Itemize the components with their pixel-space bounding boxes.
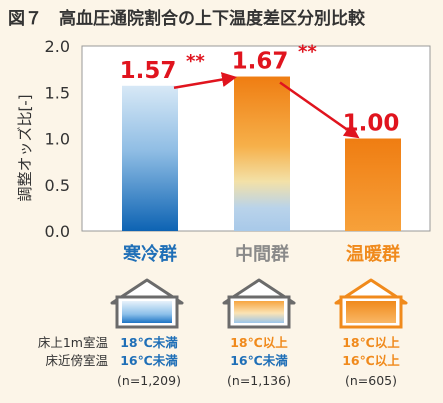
figure-title: 図７ 高血圧通院割合の上下温度差区分別比較 (8, 8, 366, 29)
house-icon (110, 278, 184, 329)
condition-floor-temp: 16℃未満 (230, 353, 288, 368)
group-conditions: 18℃未満 16℃未満 (n=1,209) 18℃以上 16℃未満 (n=1,136) 18… (117, 335, 400, 388)
value-label: 1.57 (120, 58, 177, 84)
trend-arrow (279, 81, 360, 139)
y-axis-label: 調整オッズ比[-] (16, 94, 34, 201)
bar (345, 138, 401, 231)
y-tick-label: 1.5 (45, 83, 70, 102)
bar (122, 85, 178, 232)
condition-1m-temp: 18℃以上 (342, 335, 400, 350)
bar-series (122, 76, 401, 232)
category-labels: 寒冷群 中間群 温暖群 (122, 243, 400, 265)
category-label: 寒冷群 (122, 243, 177, 265)
house-icon (334, 278, 408, 329)
category-label: 中間群 (235, 243, 289, 265)
trend-arrow (173, 72, 237, 90)
trend-arrows (173, 72, 360, 139)
significance-mark: ** (298, 42, 317, 63)
value-label: 1.00 (343, 111, 400, 137)
row-label-1m-temp: 床上1m室温 (38, 335, 109, 350)
sample-size: (n=605) (345, 373, 397, 388)
significance-mark: ** (186, 51, 205, 72)
y-tick-labels: 0.0 0.5 1.0 1.5 2.0 (45, 37, 70, 241)
house-icon (222, 278, 296, 329)
bar (234, 76, 290, 232)
condition-floor-temp: 16℃未満 (120, 353, 178, 368)
sample-size: (n=1,136) (227, 373, 291, 388)
condition-1m-temp: 18℃未満 (120, 335, 178, 350)
category-label: 温暖群 (346, 243, 400, 265)
condition-1m-temp: 18℃以上 (230, 335, 288, 350)
value-labels: 1.57 ** 1.67 ** 1.00 (120, 42, 400, 137)
y-tick-label: 0.5 (45, 176, 70, 195)
y-tick-label: 0.0 (45, 222, 70, 241)
sample-size: (n=1,209) (117, 373, 181, 388)
condition-floor-temp: 16℃以上 (342, 353, 400, 368)
row-label-floor-temp: 床近傍室温 (45, 353, 108, 368)
value-label: 1.67 (232, 49, 289, 75)
y-tick-label: 2.0 (45, 37, 70, 56)
y-tick-label: 1.0 (45, 130, 70, 149)
